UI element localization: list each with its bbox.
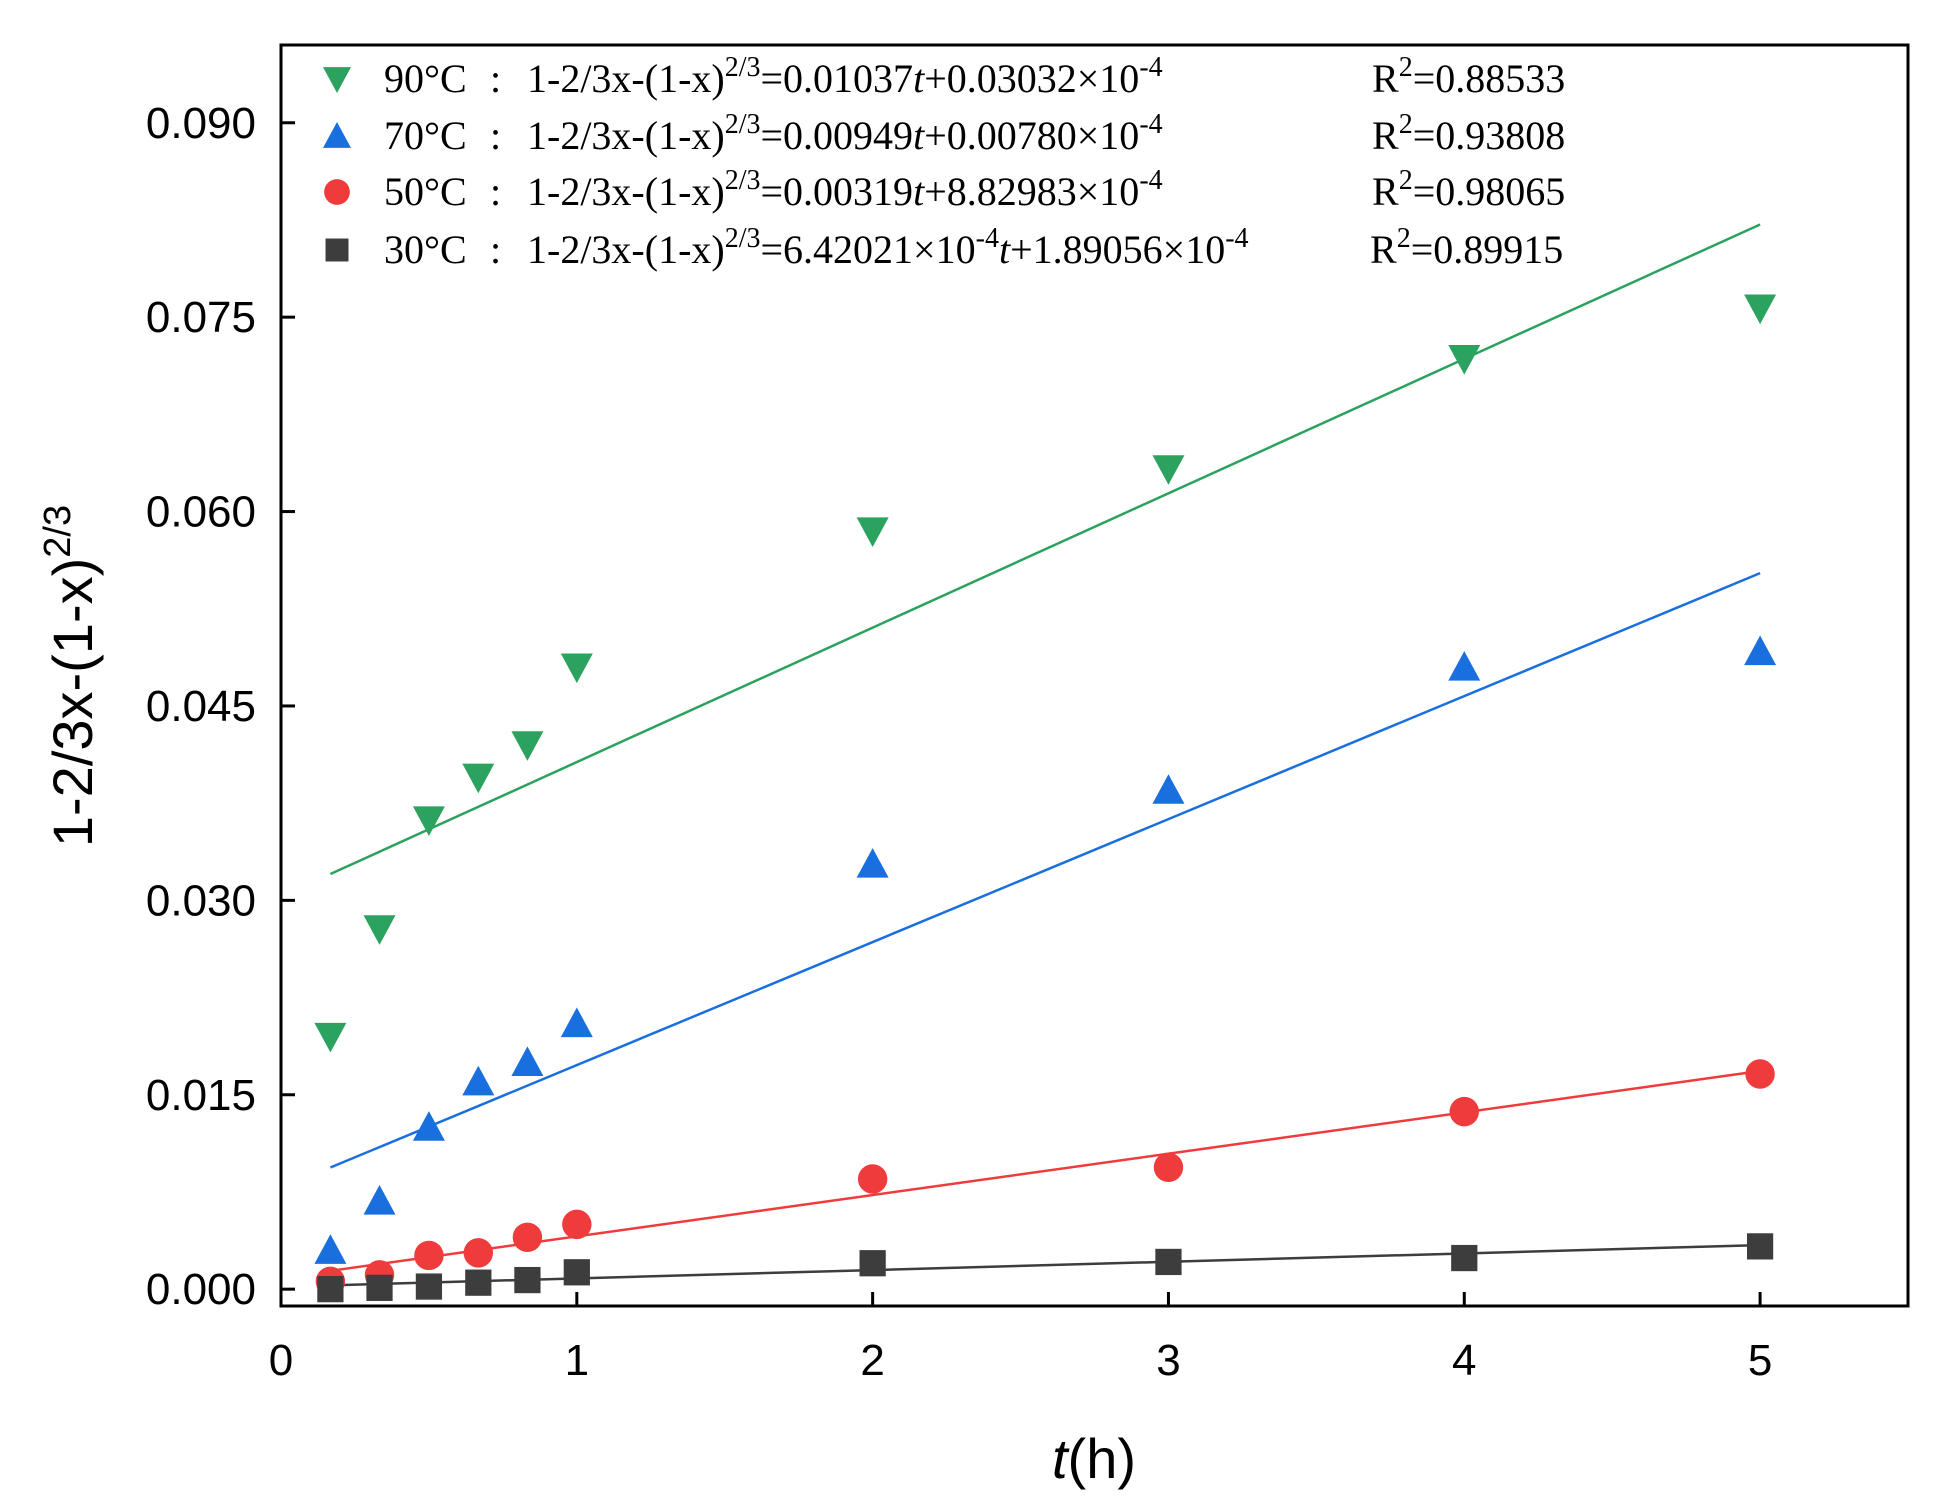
data-point-70C — [412, 1111, 445, 1141]
data-point-30C — [1155, 1248, 1182, 1276]
legend-r2-30C: R2=0.89915 — [1370, 223, 1563, 272]
x-tick-label: 2 — [860, 1336, 884, 1385]
data-point-90C — [560, 653, 593, 684]
data-point-70C — [462, 1065, 495, 1096]
data-point-70C — [363, 1185, 396, 1215]
data-point-70C — [856, 848, 889, 878]
axis-ticks — [279, 121, 1762, 1306]
data-point-30C — [514, 1266, 541, 1294]
data-point-30C — [1451, 1244, 1478, 1272]
y-axis-title-main: 1-2/3x-(1-x) — [41, 558, 104, 847]
data-point-90C — [1152, 455, 1185, 485]
data-point-70C — [1152, 774, 1185, 804]
fit-line-90C — [329, 223, 1761, 876]
legend-colon: : — [490, 169, 501, 214]
x-tick-label: 3 — [1156, 1336, 1180, 1385]
tick-labels: 0 1 2 3 4 5 0.000 0.015 0.030 0.045 0.060 0.075 0.09… — [146, 99, 1772, 1385]
data-point-50C — [1745, 1059, 1775, 1089]
data-point-50C — [1153, 1152, 1184, 1183]
data-point-30C — [1746, 1233, 1774, 1260]
data-point-50C — [562, 1209, 592, 1240]
legend-colon: : — [490, 227, 501, 272]
data-point-90C — [856, 517, 889, 547]
data-point-30C — [317, 1276, 344, 1303]
data-markers — [314, 294, 1777, 1303]
legend: 90°C:1-2/3x-(1-x)2/3=0.01037t+0.03032×10… — [323, 52, 1565, 272]
x-axis-title: t(h) — [1052, 1427, 1136, 1490]
data-point-90C — [1448, 345, 1481, 375]
legend-marker-90C — [323, 67, 351, 93]
x-tick-label: 5 — [1748, 1336, 1772, 1385]
legend-marker-30C — [325, 238, 349, 262]
legend-equation-90C: 1-2/3x-(1-x)2/3=0.01037t+0.03032×10-4 — [527, 52, 1163, 101]
data-point-70C — [560, 1007, 593, 1038]
fit-line-50C — [330, 1069, 1761, 1273]
y-tick-label: 0.015 — [146, 1071, 256, 1120]
legend-colon: : — [490, 113, 501, 158]
data-point-30C — [366, 1274, 393, 1301]
legend-equation-30C: 1-2/3x-(1-x)2/3=6.42021×10-4t+1.89056×10… — [527, 223, 1249, 272]
data-point-30C — [415, 1273, 443, 1300]
fit-line-70C — [329, 571, 1761, 1169]
y-tick-label: 0.090 — [146, 99, 256, 148]
data-point-90C — [511, 731, 544, 761]
data-point-50C — [512, 1222, 543, 1253]
data-point-90C — [1744, 294, 1777, 325]
legend-label-30C: 30°C — [384, 227, 467, 272]
y-axis-title-superscript: 2/3 — [37, 505, 79, 558]
x-tick-label: 0 — [269, 1336, 293, 1385]
legend-colon: : — [490, 56, 501, 101]
data-point-90C — [363, 915, 396, 945]
data-point-70C — [314, 1234, 347, 1264]
y-tick-label: 0.045 — [146, 682, 256, 731]
data-point-50C — [857, 1164, 888, 1194]
data-point-30C — [465, 1269, 492, 1296]
data-point-70C — [511, 1046, 544, 1076]
data-point-50C — [463, 1238, 494, 1268]
legend-r2-70C: R2=0.93808 — [1372, 109, 1565, 158]
data-point-70C — [1448, 651, 1481, 681]
data-point-90C — [412, 806, 445, 837]
legend-equation-50C: 1-2/3x-(1-x)2/3=0.00319t+8.82983×10-4 — [527, 165, 1163, 214]
data-point-30C — [563, 1259, 590, 1286]
data-point-50C — [414, 1240, 444, 1271]
x-axis-unit: (h) — [1068, 1427, 1136, 1490]
legend-label-50C: 50°C — [384, 169, 467, 214]
x-tick-label: 4 — [1452, 1336, 1476, 1385]
x-axis-variable: t — [1052, 1427, 1070, 1490]
legend-r2-90C: R2=0.88533 — [1372, 52, 1565, 101]
legend-r2-50C: R2=0.98065 — [1372, 165, 1565, 214]
legend-marker-50C — [324, 179, 350, 205]
y-tick-label: 0.000 — [146, 1265, 256, 1314]
y-tick-label: 0.030 — [146, 876, 256, 925]
x-tick-label: 1 — [565, 1336, 589, 1385]
data-point-70C — [1744, 635, 1777, 666]
data-point-50C — [1449, 1096, 1479, 1127]
legend-label-90C: 90°C — [384, 56, 467, 101]
plot-frame — [279, 43, 1910, 1308]
y-tick-label: 0.060 — [146, 488, 256, 537]
y-tick-label: 0.075 — [146, 293, 256, 342]
data-point-90C — [314, 1022, 347, 1053]
data-point-30C — [859, 1250, 886, 1277]
legend-equation-70C: 1-2/3x-(1-x)2/3=0.00949t+0.00780×10-4 — [527, 109, 1163, 158]
y-axis-title: 1-2/3x-(1-x)2/3 — [37, 505, 104, 847]
legend-marker-70C — [323, 122, 351, 148]
legend-label-70C: 70°C — [384, 113, 467, 158]
data-point-90C — [462, 763, 495, 794]
